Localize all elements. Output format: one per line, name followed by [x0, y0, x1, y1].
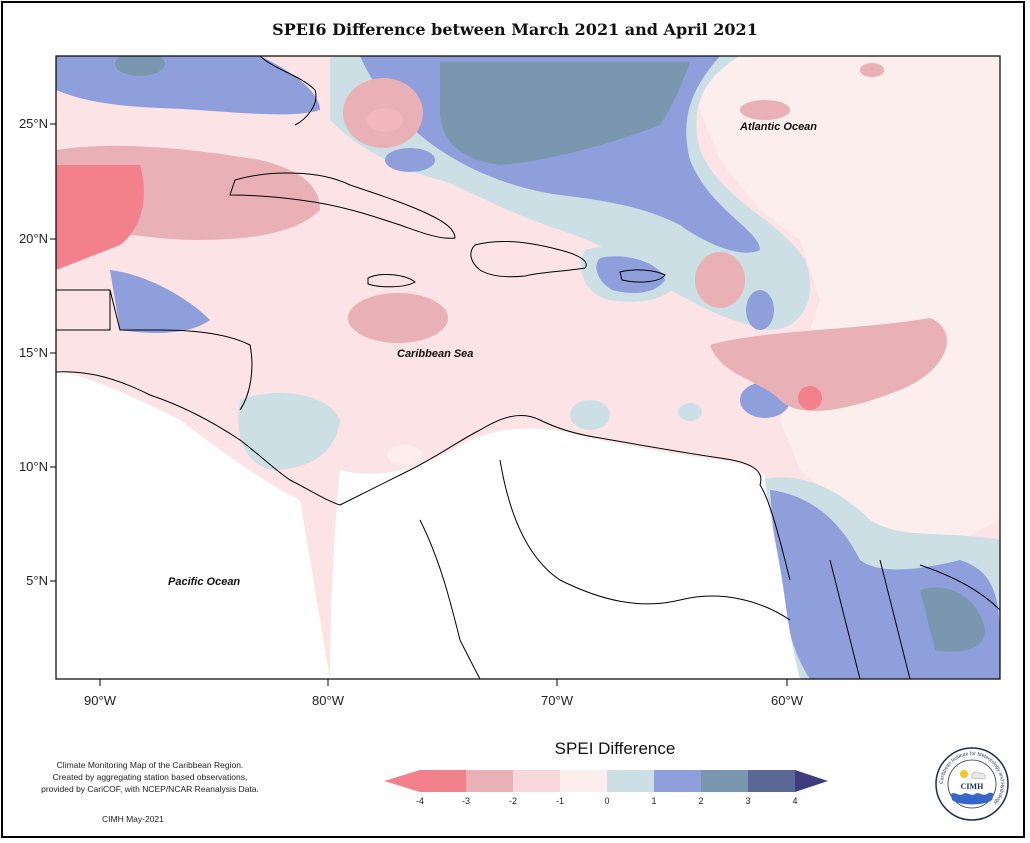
label-atlantic-ocean: Atlantic Ocean: [739, 121, 817, 133]
logo-abbr: CIMH: [961, 782, 984, 791]
lon-tick-label: 80°W: [312, 693, 345, 708]
colombia-border: [419, 519, 481, 679]
legend-swatch: [795, 770, 828, 792]
legend-tick: 4: [792, 796, 797, 806]
longitude-axis: 90°W 80°W 70°W 60°W: [84, 679, 804, 708]
label-pacific-ocean: Pacific Ocean: [168, 576, 240, 588]
lat-tick-label: 25°N: [19, 116, 48, 131]
legend-tick: 3: [745, 796, 750, 806]
legend-swatch: [560, 770, 607, 792]
legend-title: SPEI Difference: [554, 739, 676, 758]
legend-swatch: [654, 770, 701, 792]
legend-colorbar: -4 -3 -2 -1 0 1 2 3 4: [384, 770, 828, 806]
legend-tick: 0: [604, 796, 609, 806]
credits-line: Climate Monitoring Map of the Caribbean …: [56, 760, 244, 770]
hispaniola-coast: [470, 240, 587, 278]
lon-tick-label: 70°W: [541, 693, 574, 708]
south-america-north-coast: [339, 414, 791, 581]
credits-block: Climate Monitoring Map of the Caribbean …: [30, 759, 270, 795]
legend-swatch: [384, 770, 420, 792]
central-america-pacific-coast: [56, 371, 341, 506]
mexico-border: [56, 289, 111, 331]
french-guiana-coast: [919, 564, 1000, 611]
guyana-border: [829, 559, 861, 679]
lat-tick-label: 15°N: [19, 345, 48, 360]
lon-tick-label: 90°W: [84, 693, 117, 708]
florida-coast: [259, 56, 317, 126]
label-caribbean-sea: Caribbean Sea: [397, 348, 473, 360]
legend-tick: -4: [416, 796, 424, 806]
legend-swatch: [513, 770, 560, 792]
cuba-coast: [229, 172, 456, 239]
coastlines: [56, 56, 1000, 679]
credits-stamp: CIMH May-2021: [102, 814, 164, 824]
wave-icon: [951, 792, 994, 805]
map-title: SPEI6 Difference between March 2021 and …: [272, 20, 758, 39]
legend-swatch: [420, 770, 466, 792]
legend-swatch: [607, 770, 654, 792]
credits-line: Created by aggregating station based obs…: [52, 772, 248, 782]
legend-tick: -3: [462, 796, 470, 806]
lat-tick-label: 5°N: [26, 573, 48, 588]
legend-tick: -1: [556, 796, 564, 806]
jamaica-coast: [367, 274, 416, 288]
lon-tick-label: 60°W: [771, 693, 804, 708]
legend-tick: -2: [509, 796, 517, 806]
legend-swatch: [748, 770, 795, 792]
puerto-rico-coast: [619, 269, 666, 283]
cloud-icon: [971, 771, 986, 780]
sun-icon: [960, 770, 968, 778]
shaded-field: [56, 56, 1000, 679]
latitude-axis: 25°N 20°N 15°N 10°N 5°N: [19, 116, 56, 588]
legend-tick: 1: [651, 796, 656, 806]
venezuela-border: [499, 459, 791, 621]
legend-swatch: [466, 770, 513, 792]
suriname-border: [879, 559, 911, 679]
legend-tick: 2: [698, 796, 703, 806]
central-america-caribbean-coast: [109, 289, 253, 411]
map-border: [55, 55, 1001, 680]
cimh-logo: Caribbean Institute for Meteorology and …: [935, 747, 1009, 821]
lat-tick-label: 10°N: [19, 459, 48, 474]
lat-tick-label: 20°N: [19, 231, 48, 246]
credits-line: provided by CariCOF, with NCEP/NCAR Rean…: [41, 784, 259, 794]
legend-swatch: [701, 770, 748, 792]
